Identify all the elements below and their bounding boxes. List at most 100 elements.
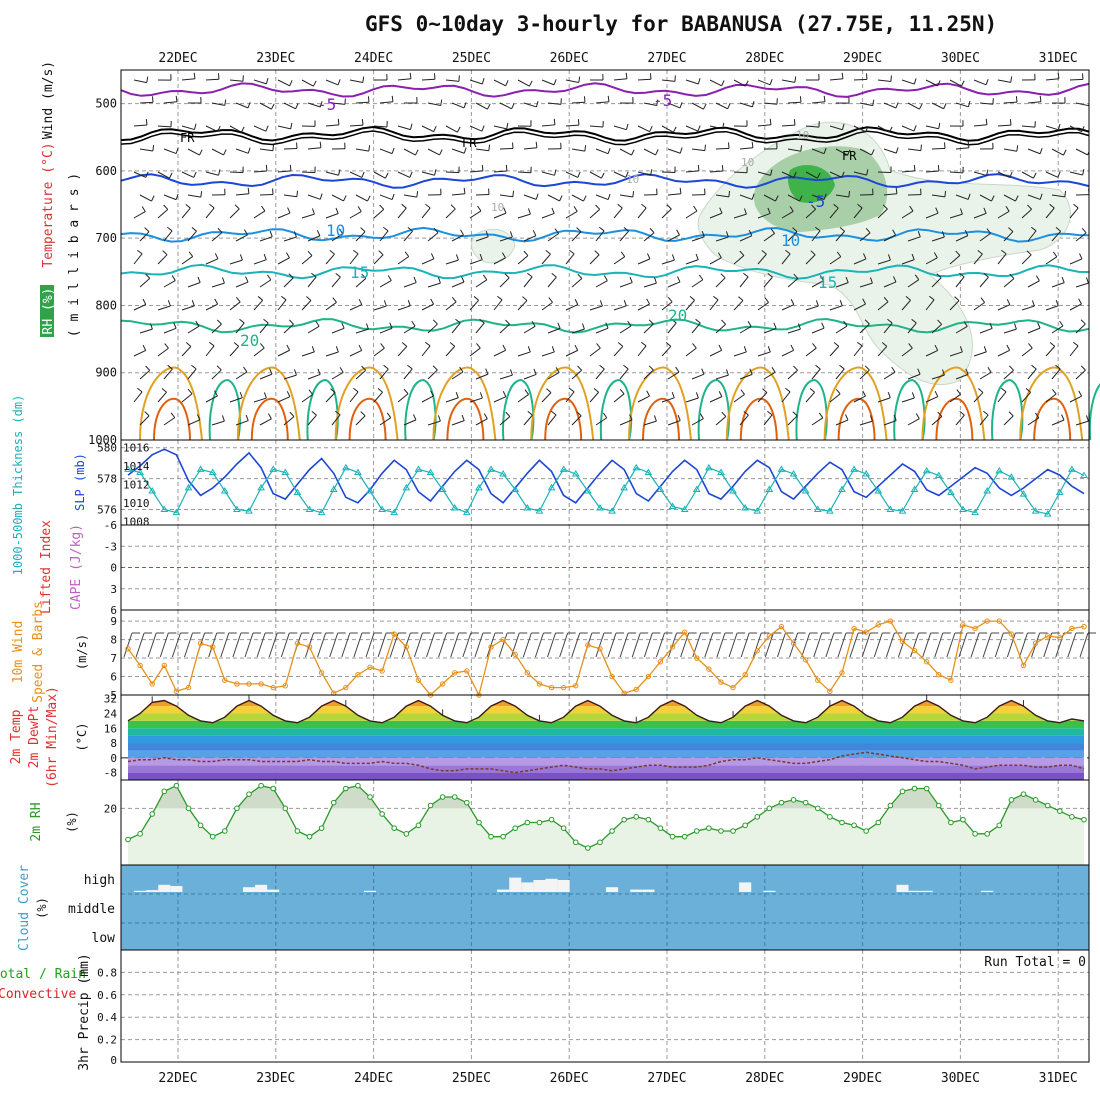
wind-barb-flag [605, 322, 609, 329]
wind-point [899, 638, 906, 645]
wind-barb-flag [187, 388, 193, 395]
wind-barb [325, 79, 339, 86]
cloud-high-bar [739, 882, 752, 892]
wind-barb-flag [1039, 193, 1043, 200]
wind-barb-flag [360, 411, 366, 417]
wind-barb-10m [244, 632, 254, 658]
wind-barb-flag [934, 390, 939, 397]
wind-barb [949, 171, 964, 174]
wind-barb-10m [184, 632, 193, 658]
temp-band [128, 757, 1084, 766]
wind-point [839, 670, 845, 676]
wind-barb-flag [146, 76, 149, 83]
wind-barb-flag [920, 144, 922, 151]
wind-barb [235, 281, 249, 288]
wind-barb [643, 420, 657, 426]
wind-barb [541, 124, 555, 127]
wind-barb-flag [648, 319, 654, 325]
wind-barb-flag [871, 149, 875, 156]
temp-tick: 24 [104, 707, 118, 720]
wind-barb-flag [767, 207, 771, 214]
wind-barb-flag [416, 191, 419, 198]
wind-barb [901, 125, 915, 132]
wind-barb [373, 208, 385, 219]
wind-barb-10m [922, 632, 932, 658]
thickness-point [378, 505, 387, 513]
wind-barb-flag [234, 204, 240, 210]
wind-barb [637, 207, 647, 219]
wind-barb-flag [882, 204, 888, 210]
isotherm-label: 10 [781, 231, 800, 250]
wind-barb [523, 102, 537, 108]
wind-barb [1075, 369, 1086, 380]
wind-barb-flag [476, 343, 481, 349]
wind-barb-flag [481, 78, 485, 85]
wind-barb-flag [296, 190, 299, 197]
wind-barb-flag [888, 126, 893, 133]
wind-barb-flag [152, 145, 155, 152]
wind-barb-flag [918, 103, 923, 110]
wind-barb [997, 349, 1010, 357]
wind-barb [715, 277, 726, 288]
wind-barb [643, 232, 655, 242]
wind-barb [859, 323, 870, 334]
wind-barb [493, 125, 507, 130]
wind-barb [997, 391, 1007, 403]
isotherm-25-loop [823, 366, 888, 441]
wind-barb-flag [380, 343, 385, 349]
wind-barb-flag [944, 190, 947, 197]
wind-barb-flag [1009, 365, 1014, 371]
wind-barb-flag [551, 346, 555, 353]
wind-barb-flag [967, 193, 971, 200]
wind-barb-flag [692, 343, 697, 349]
bottom-day-label: 24DEC [354, 1071, 393, 1086]
wind-barb [469, 125, 483, 132]
wind-barb [349, 349, 362, 357]
wind-barb [949, 351, 963, 357]
wind-barb-flag [839, 299, 843, 306]
wind-barb [925, 212, 939, 219]
wind-barb [1003, 415, 1014, 426]
wind-barb-flag [1015, 195, 1019, 202]
thickness-point [305, 505, 314, 513]
wind-barb [451, 420, 465, 426]
wind-barb-flag [1085, 415, 1089, 422]
top-day-label: 24DEC [354, 51, 393, 66]
wind-barb [883, 420, 897, 426]
wind-barb-flag [965, 368, 969, 375]
wind-barb [949, 300, 960, 311]
wind-barb-flag [841, 171, 845, 178]
wind-barb [979, 102, 993, 105]
wind-barb [229, 397, 243, 403]
isotherm-30-loop [446, 397, 485, 441]
wind-barb-flag [577, 119, 580, 126]
wind-barb-flag [1052, 251, 1058, 258]
thickness-point [886, 505, 895, 513]
wind-barb [235, 234, 248, 242]
wind-barb [757, 392, 768, 403]
wind-barb-flag [319, 193, 323, 200]
wind-point [984, 618, 990, 624]
wind-barb [685, 170, 699, 173]
wind-barb-flag [167, 364, 173, 370]
wind-barb [445, 79, 459, 82]
wind-barb [325, 392, 336, 403]
wind-barb [829, 393, 841, 403]
thickness-point [462, 508, 471, 516]
wind-barb-flag [721, 319, 726, 325]
rh-point [476, 819, 482, 826]
wind-point [802, 657, 809, 663]
wind-barb-flag [695, 392, 699, 399]
wind-barb-flag [167, 300, 171, 307]
lifted-tick: -3 [104, 540, 117, 553]
cloud-high-bar [606, 887, 619, 892]
wind-barb [643, 369, 654, 380]
wind-tick: 5 [110, 689, 117, 702]
wind-barb-flag [501, 252, 506, 259]
wind-barb [1027, 194, 1041, 200]
thickness-point [559, 465, 568, 472]
wind-barb [547, 233, 559, 242]
wind-point [681, 629, 688, 635]
wind-barb-flag [881, 342, 888, 347]
thickness-point [402, 483, 411, 491]
